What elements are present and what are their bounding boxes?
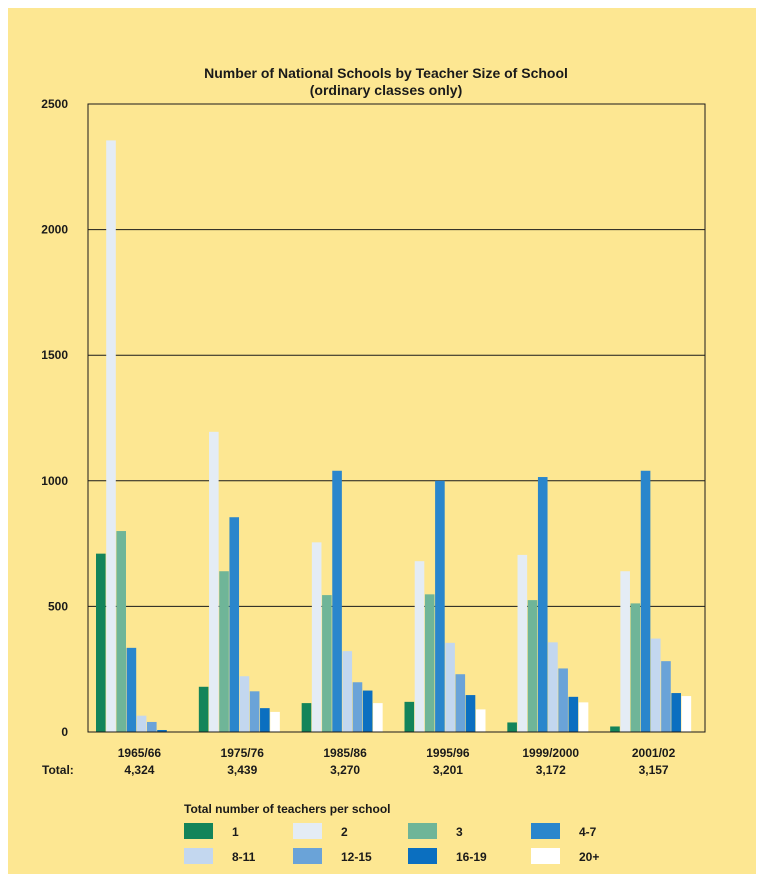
legend-swatch-20+ (531, 848, 560, 864)
x-axis-ticks: 1965/66 1975/76 1985/86 1995/96 1999/2000 200… (118, 746, 676, 760)
bar-20+-2001/02 (681, 696, 692, 732)
legend-swatch-12-15 (293, 848, 322, 864)
bar-16-19-1985/86 (362, 690, 373, 732)
bar-12-15-1975/76 (249, 691, 260, 732)
chart-background: Number of National Schools by Teacher Si… (8, 8, 756, 874)
bar-4-7-1999/2000 (537, 477, 548, 732)
bar-1-1999/2000 (507, 722, 517, 732)
legend-label-1: 1 (232, 825, 239, 839)
bar-20+-1999/2000 (578, 702, 589, 732)
legend-label-12-15: 12-15 (341, 850, 372, 864)
bar-1-1995/96 (404, 701, 415, 732)
bar-1-2001/02 (610, 726, 620, 732)
legend-label-16-19: 16-19 (456, 850, 487, 864)
legend-swatch-4-7 (531, 823, 560, 839)
bar-20+-1985/86 (373, 703, 383, 732)
bar-3-1985/86 (322, 595, 332, 732)
y-tick-label: 1000 (41, 474, 68, 488)
x-tick-label: 1985/86 (323, 746, 367, 760)
bar-1-1975/76 (198, 686, 209, 732)
totals-label: Total: (42, 763, 74, 777)
x-tick-label: 1999/2000 (522, 746, 579, 760)
bar-2-1985/86 (311, 542, 322, 732)
bar-3-1965/66 (116, 531, 126, 732)
bar-1-1965/66 (96, 553, 106, 732)
bar-8-11-2001/02 (650, 638, 661, 732)
bar-3-1999/2000 (527, 600, 538, 732)
x-tick-label: 1995/96 (426, 746, 470, 760)
legend-swatch-2 (293, 823, 322, 839)
bar-chart: Number of National Schools by Teacher Si… (41, 65, 706, 864)
x-tick-label: 2001/02 (632, 746, 676, 760)
y-tick-label: 0 (61, 725, 68, 739)
bar-8-11-1985/86 (342, 651, 353, 732)
bar-3-2001/02 (630, 603, 641, 732)
bar-12-15-1985/86 (352, 682, 363, 732)
bar-2-1975/76 (209, 431, 219, 732)
total-value: 3,172 (536, 763, 566, 777)
totals-row: 4,324 3,439 3,270 3,201 3,172 3,157 (124, 763, 669, 777)
bar-16-19-1999/2000 (568, 696, 579, 732)
legend-label-4-7: 4-7 (579, 825, 597, 839)
legend-label-8-11: 8-11 (232, 850, 256, 864)
bar-4-7-2001/02 (640, 470, 651, 732)
bar-20+-1975/76 (270, 711, 280, 732)
bar-8-11-1975/76 (239, 676, 250, 732)
bar-12-15-1995/96 (455, 674, 466, 732)
bar-2-1965/66 (106, 140, 116, 732)
bar-16-19-1995/96 (465, 695, 476, 732)
plot-border (87, 103, 706, 733)
bar-4-7-1995/96 (435, 480, 445, 732)
total-value: 3,157 (639, 763, 669, 777)
y-tick-label: 1500 (41, 348, 68, 362)
bar-2-1995/96 (414, 561, 425, 732)
bar-8-11-1999/2000 (548, 642, 558, 732)
bar-3-1975/76 (219, 571, 229, 732)
bar-12-15-2001/02 (661, 661, 671, 732)
y-tick-label: 2000 (41, 223, 68, 237)
bar-12-15-1965/66 (147, 721, 157, 732)
legend-swatch-8-11 (184, 848, 213, 864)
bar-4-7-1965/66 (126, 647, 137, 732)
x-tick-label: 1975/76 (221, 746, 265, 760)
total-value: 4,324 (124, 763, 154, 777)
bar-8-11-1995/96 (445, 642, 455, 732)
legend-swatch-3 (408, 823, 437, 839)
legend-swatch-1 (184, 823, 213, 839)
legend-label-2: 2 (341, 825, 348, 839)
bar-3-1995/96 (424, 594, 435, 732)
y-tick-label: 2500 (41, 97, 68, 111)
legend-title: Total number of teachers per school (184, 802, 390, 816)
legend-swatch-16-19 (408, 848, 437, 864)
bar-4-7-1975/76 (229, 517, 240, 732)
bar-4-7-1985/86 (332, 470, 342, 732)
chart-title: Number of National Schools by Teacher Si… (204, 65, 568, 81)
y-tick-label: 500 (48, 599, 68, 613)
bar-16-19-2001/02 (671, 693, 681, 732)
total-value: 3,270 (330, 763, 360, 777)
x-tick-label: 1965/66 (118, 746, 162, 760)
bar-2-1999/2000 (517, 554, 528, 732)
total-value: 3,439 (227, 763, 257, 777)
y-axis-ticks: 0 500 1000 1500 2000 2500 (41, 97, 68, 739)
bar-8-11-1965/66 (136, 715, 147, 732)
legend-label-20+: 20+ (579, 850, 599, 864)
bar-1-1985/86 (301, 703, 312, 732)
bar-16-19-1965/66 (157, 729, 167, 732)
gridlines (88, 103, 705, 607)
bar-20+-1995/96 (475, 709, 486, 732)
total-value: 3,201 (433, 763, 463, 777)
bar-12-15-1999/2000 (558, 668, 568, 732)
bars (96, 140, 692, 732)
legend-label-3: 3 (456, 825, 463, 839)
legend: 1 2 3 4-7 8-11 12-15 16-19 20+ (184, 823, 599, 864)
bar-2-2001/02 (620, 571, 630, 732)
chart-subtitle: (ordinary classes only) (310, 82, 463, 98)
bar-16-19-1975/76 (260, 708, 270, 732)
